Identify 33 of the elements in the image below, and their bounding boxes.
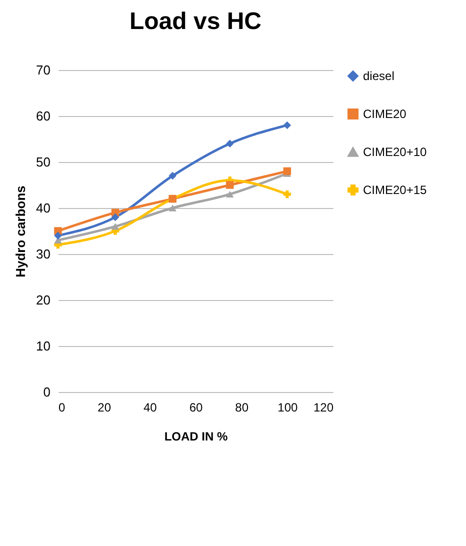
y-tick-label: 50 [36,154,50,170]
legend-label: CIME20 [363,107,407,121]
y-tick-label: 20 [36,292,50,308]
point [283,190,292,198]
point [111,213,120,222]
x-tick-label: 100 [278,400,298,414]
y-tick-label: 0 [43,384,50,400]
point [226,190,234,198]
legend-label: CIME20+15 [363,183,428,197]
legend-label: CIME20+10 [363,145,428,159]
y-tick-label: 40 [36,200,50,216]
point [283,167,292,176]
y-tick-label: 30 [36,246,50,262]
x-tick-label: 120 [313,400,334,414]
x-tick-label: 20 [98,400,112,414]
point [283,121,292,130]
legend-label: diesel [363,69,394,83]
x-tick-label: 40 [143,400,158,414]
y-tick-label: 70 [36,62,50,78]
x-tick-label: 80 [235,400,249,414]
x-tick-label: 0 [58,400,66,414]
x-axis-title: LOAD IN % [164,430,228,444]
point [111,223,120,230]
y-axis-title: Hydro carbons [13,186,28,278]
point [168,204,176,212]
point [168,172,176,180]
point [226,140,234,148]
chart-title: Load vs HC [129,8,262,35]
y-tick-label: 60 [36,108,50,124]
point [226,181,234,189]
point [54,232,62,240]
y-tick-label: 10 [36,338,50,354]
x-tick-label: 60 [189,400,203,414]
